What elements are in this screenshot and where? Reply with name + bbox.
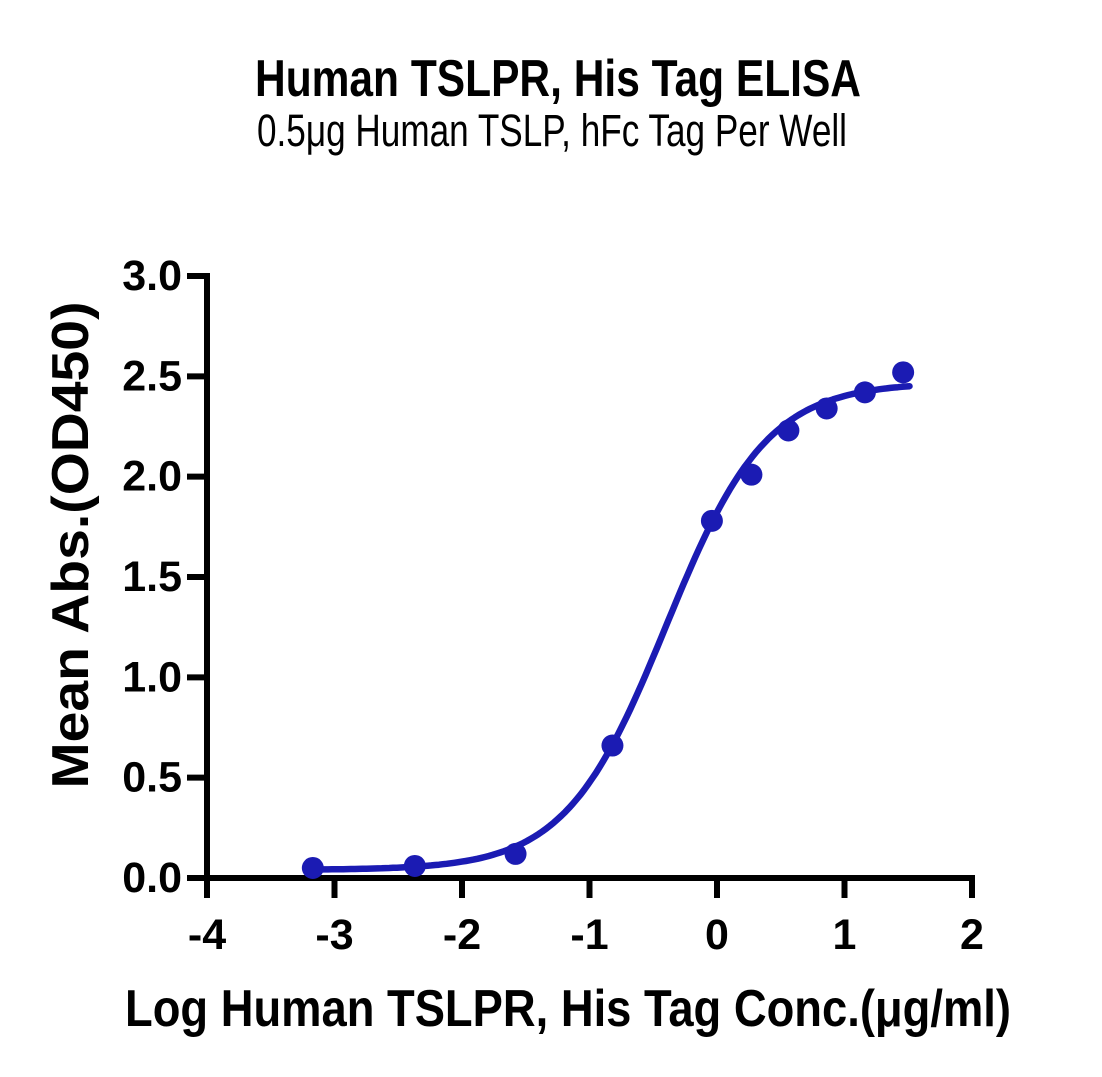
- data-point: [740, 463, 763, 486]
- dose-response-curve: [309, 382, 913, 873]
- x-tick-label--3: -3: [315, 911, 353, 959]
- axes: [187, 273, 975, 898]
- axis-lines-and-ticks: [187, 273, 975, 898]
- data-point: [892, 361, 915, 384]
- y-tick-label-3.0: 3.0: [122, 252, 182, 300]
- data-point: [700, 509, 723, 532]
- x-axis-label: Log Human TSLPR, His Tag Conc.(μg/ml): [125, 980, 1011, 1038]
- y-tick-label-0.0: 0.0: [122, 854, 182, 902]
- data-point: [601, 734, 624, 757]
- chart-title: Human TSLPR, His Tag ELISA: [255, 50, 861, 108]
- data-point: [777, 419, 800, 442]
- y-tick-label-1.0: 1.0: [122, 653, 182, 701]
- fit-curve: [309, 382, 913, 873]
- x-tick-label--2: -2: [443, 911, 481, 959]
- y-axis-tick-labels: 0.0 0.5 1.0 1.5 2.0 2.5 3.0: [122, 252, 182, 902]
- data-point: [301, 856, 324, 879]
- y-tick-label-0.5: 0.5: [122, 754, 182, 802]
- data-point: [504, 842, 527, 865]
- x-tick-label-0: 0: [705, 911, 729, 959]
- data-point: [853, 381, 876, 404]
- data-point: [403, 854, 426, 877]
- x-tick-label--4: -4: [188, 911, 226, 959]
- x-tick-label-2: 2: [960, 911, 984, 959]
- y-axis-label: Mean Abs.(OD450): [42, 302, 100, 789]
- data-point: [815, 397, 838, 420]
- x-tick-label--1: -1: [570, 911, 608, 959]
- data-points: [301, 361, 915, 879]
- y-tick-label-2.5: 2.5: [122, 352, 182, 400]
- y-tick-label-2.0: 2.0: [122, 453, 182, 501]
- x-axis-tick-labels: -4 -3 -2 -1 0 1 2: [188, 911, 984, 959]
- x-tick-label-1: 1: [833, 911, 857, 959]
- y-tick-label-1.5: 1.5: [122, 553, 182, 601]
- chart-subtitle: 0.5μg Human TSLP, hFc Tag Per Well: [257, 105, 847, 156]
